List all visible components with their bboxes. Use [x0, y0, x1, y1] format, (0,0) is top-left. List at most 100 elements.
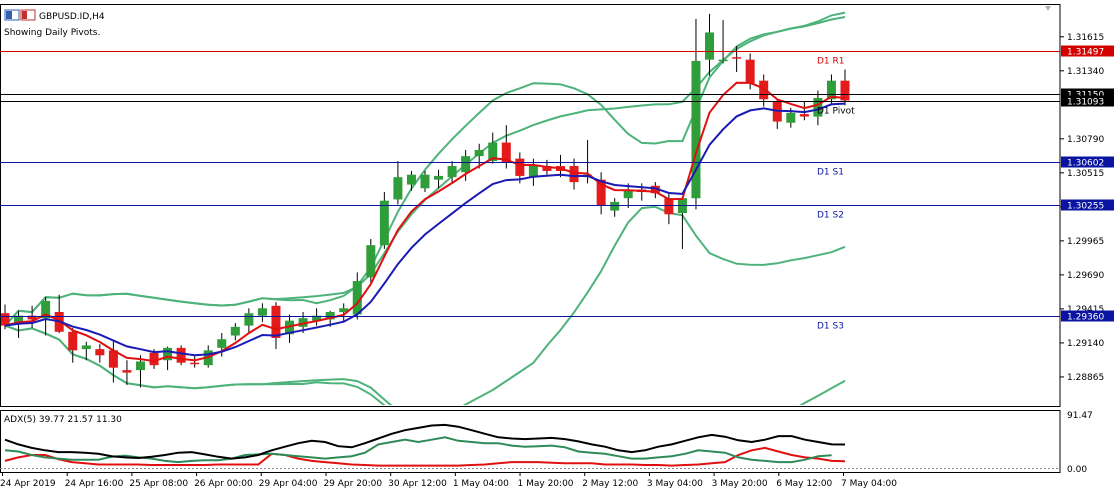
candle[interactable]: [705, 13, 715, 76]
candle-body: [650, 185, 660, 194]
time-tick-label: 2 May 12:00: [582, 479, 638, 489]
price-tick-label: 1.29965: [1067, 237, 1104, 247]
pivot-label: D1 S2: [817, 211, 844, 221]
candle-body: [840, 80, 850, 101]
candle[interactable]: [596, 172, 606, 215]
candle[interactable]: [230, 323, 240, 341]
adx-label: ADX(5) 39.77 21.57 11.30: [4, 415, 122, 425]
candle-body: [732, 57, 742, 59]
candle[interactable]: [569, 158, 579, 190]
candle[interactable]: [718, 20, 728, 64]
candle[interactable]: [122, 360, 132, 385]
time-tick-label: 29 Apr 04:00: [259, 479, 318, 489]
candle[interactable]: [366, 239, 376, 283]
candle[interactable]: [379, 192, 389, 249]
candle-body: [217, 339, 227, 348]
candle[interactable]: [515, 152, 525, 184]
candle[interactable]: [108, 341, 118, 383]
candle[interactable]: [244, 308, 254, 334]
candle-body: [298, 318, 308, 327]
symbol-title: GBPUSD.ID,H4: [39, 12, 105, 22]
candle[interactable]: [650, 182, 660, 199]
candle[interactable]: [135, 355, 145, 388]
candle-body: [623, 190, 633, 199]
candle-body: [393, 177, 403, 200]
candle-body: [406, 174, 416, 185]
candle-body: [705, 32, 715, 60]
bollinger-lower-band: [4, 324, 846, 405]
candle[interactable]: [501, 125, 511, 169]
pivot-label: D1 S3: [817, 322, 844, 332]
candle[interactable]: [474, 143, 484, 169]
candle-body: [528, 164, 538, 178]
candle-body: [352, 281, 362, 315]
candle[interactable]: [257, 303, 267, 322]
bollinger-upper-band: [4, 11, 846, 327]
adx-tick-label: 91.47: [1067, 411, 1093, 421]
candle-body: [610, 201, 620, 211]
candle[interactable]: [339, 303, 349, 322]
adx-main-line: [4, 423, 846, 460]
candle-body: [434, 175, 444, 180]
time-tick-label: 3 May 20:00: [712, 479, 768, 489]
pivot-subtitle: Showing Daily Pivots.: [4, 28, 100, 38]
candle[interactable]: [406, 170, 416, 191]
indicator-panel-frame: [0, 410, 1061, 473]
pivot-price-label: 1.31093: [1067, 98, 1104, 108]
candle-body: [488, 142, 498, 162]
candle[interactable]: [190, 355, 200, 368]
candle[interactable]: [420, 170, 430, 193]
time-tick-label: 24 Apr 2019: [0, 479, 56, 489]
candle[interactable]: [352, 272, 362, 320]
candle-body: [813, 98, 823, 117]
candle[interactable]: [393, 161, 403, 205]
candle[interactable]: [691, 18, 701, 210]
candle[interactable]: [176, 345, 186, 366]
candle[interactable]: [813, 90, 823, 126]
candle-body: [135, 361, 145, 371]
candle[interactable]: [461, 149, 471, 181]
candle[interactable]: [68, 328, 78, 363]
candle[interactable]: [826, 74, 836, 106]
candle[interactable]: [285, 314, 295, 343]
candle-body: [108, 350, 118, 368]
candle[interactable]: [447, 161, 457, 184]
candle[interactable]: [772, 99, 782, 129]
candle-body: [501, 142, 511, 163]
pivot-price-box: [1061, 156, 1114, 168]
ma-fast-line: [4, 81, 846, 363]
candle[interactable]: [271, 302, 281, 350]
candle-body: [257, 308, 267, 316]
pivot-price-label: 1.29360: [1067, 313, 1104, 323]
time-tick-label: 24 Apr 16:00: [65, 479, 124, 489]
pivot-price-box: [1061, 199, 1114, 211]
adx-indicator-panel[interactable]: ADX(5) 39.77 21.57 11.30 91.47 0.00: [0, 410, 1093, 476]
candle[interactable]: [95, 344, 105, 363]
candle[interactable]: [610, 198, 620, 217]
candle[interactable]: [677, 196, 687, 249]
candle-body: [122, 370, 132, 373]
candle[interactable]: [81, 341, 91, 361]
pivot-label: D1 R1: [817, 57, 845, 67]
candle[interactable]: [732, 46, 742, 73]
pivot-price-label: 1.30602: [1067, 159, 1104, 169]
candle[interactable]: [528, 158, 538, 186]
price-tick-label: 1.29415: [1067, 305, 1104, 315]
candle-body: [41, 300, 51, 319]
adx-tick-label: 0.00: [1067, 465, 1087, 475]
candle[interactable]: [54, 294, 64, 334]
candle[interactable]: [434, 169, 444, 189]
candle[interactable]: [623, 183, 633, 209]
candle-body: [1, 313, 10, 326]
main-price-panel[interactable]: 1.316151.313401.307901.305151.302401.299…: [0, 4, 1114, 441]
price-tick-label: 1.31340: [1067, 67, 1104, 77]
scroll-marker-icon[interactable]: [1045, 6, 1051, 11]
candle-body: [95, 349, 105, 356]
price-plot-area: [1, 11, 850, 405]
time-tick-label: 25 Apr 08:00: [129, 479, 188, 489]
candle-body: [366, 245, 376, 278]
ma-slow-line: [4, 102, 846, 357]
candle[interactable]: [799, 101, 809, 121]
candle[interactable]: [840, 69, 850, 106]
